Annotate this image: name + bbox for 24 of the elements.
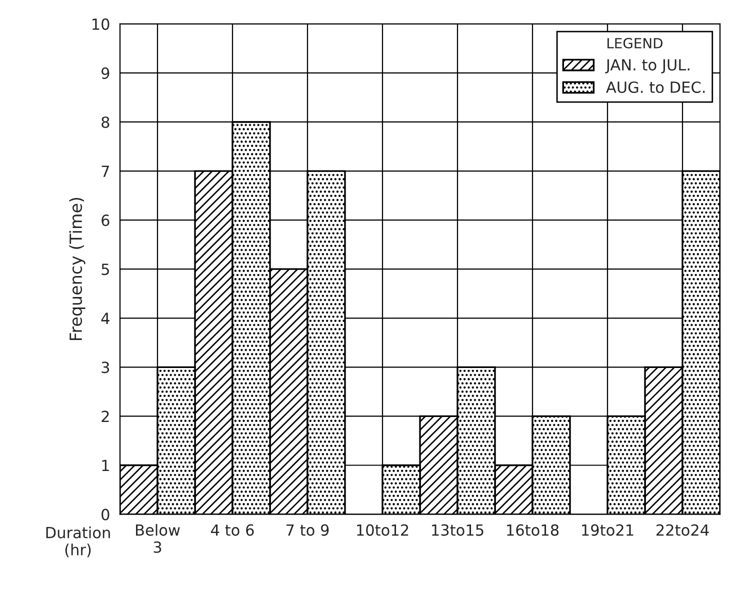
- x-tick-label: 13to15: [432, 524, 484, 536]
- x-tick-label: 22to24: [656, 524, 709, 536]
- x-tick-label: 7 to 9: [286, 524, 329, 536]
- y-tick-label: 5: [102, 264, 109, 276]
- y-tick-label: 3: [102, 362, 110, 374]
- y-tick-label: 7: [102, 166, 109, 177]
- legend-label: AUG. to DEC.: [606, 81, 705, 93]
- x-tick-label: 19to21: [582, 524, 634, 536]
- y-axis-title: Frequency (Time): [69, 198, 86, 340]
- y-tick-label: 10: [92, 18, 110, 30]
- legend-title: LEGEND: [608, 38, 662, 48]
- y-tick-label: 2: [102, 410, 109, 422]
- y-tick-label: 8: [102, 116, 110, 128]
- x-tick-label: Below 3: [136, 524, 180, 553]
- x-tick-label: 4 to 6: [211, 524, 254, 536]
- legend-label: JAN. to JUL.: [605, 59, 690, 74]
- y-tick-label: 9: [102, 67, 110, 79]
- x-axis-title: Duration (hr): [46, 526, 110, 558]
- x-tick-label: 16to18: [507, 524, 559, 536]
- y-tick-label: 4: [101, 312, 110, 324]
- y-tick-label: 1: [102, 460, 109, 472]
- y-tick-label: 0: [102, 508, 110, 520]
- y-tick-label: 6: [102, 214, 110, 226]
- x-tick-label: 10to12: [357, 524, 408, 536]
